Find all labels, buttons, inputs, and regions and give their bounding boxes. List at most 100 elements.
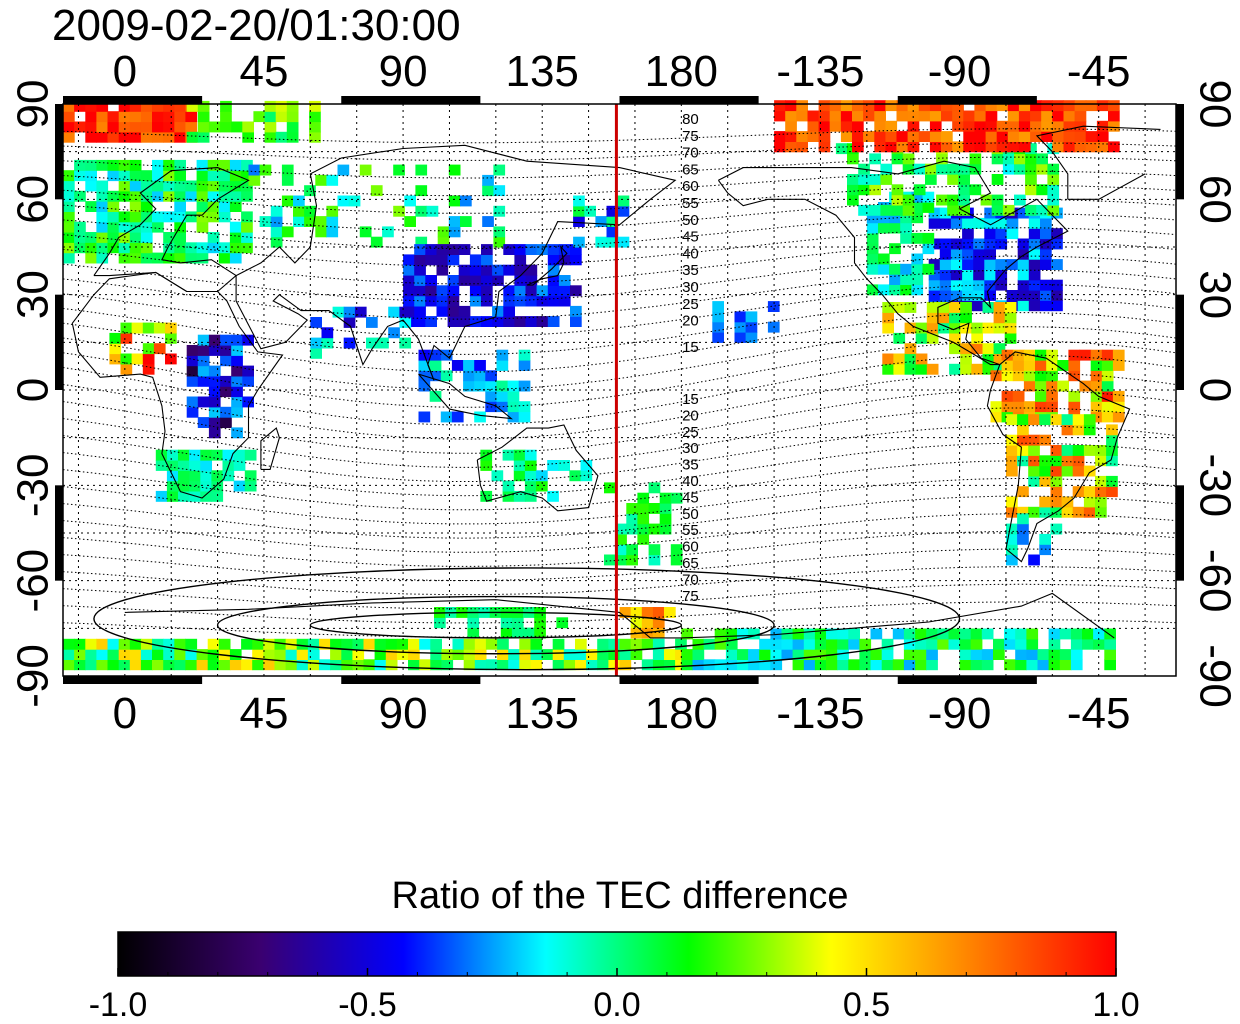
- right-lat-tick-label: 60: [1190, 175, 1239, 224]
- tec-cell: [174, 170, 186, 182]
- tec-cell: [163, 232, 175, 243]
- tec-cell: [1017, 513, 1029, 525]
- tec-cell: [926, 638, 938, 650]
- tec-cell: [1030, 100, 1042, 112]
- tec-cell: [274, 638, 287, 650]
- tec-cell: [352, 649, 365, 660]
- tec-cell: [774, 141, 786, 153]
- tec-cell: [907, 120, 920, 132]
- top-lon-tick-label: 180: [645, 47, 718, 96]
- tec-cell: [1047, 184, 1060, 196]
- tec-cell: [186, 396, 199, 408]
- tec-cell: [1040, 300, 1052, 312]
- tec-cell: [575, 649, 587, 660]
- tec-cell: [659, 492, 672, 504]
- frame-bar: [63, 676, 203, 684]
- tec-cell: [648, 482, 661, 494]
- tec-cell: [524, 490, 537, 502]
- tec-cell: [152, 190, 164, 202]
- tec-cell: [547, 264, 560, 276]
- tec-cell: [496, 401, 509, 413]
- tec-cell: [337, 195, 350, 207]
- tec-cell: [197, 121, 210, 133]
- tec-cell: [941, 131, 953, 142]
- tec-cell: [859, 649, 872, 660]
- tec-cell: [664, 649, 676, 660]
- tec-cell: [1041, 131, 1053, 142]
- tec-cell: [745, 321, 758, 333]
- tec-cell: [85, 121, 97, 133]
- tec-cell: [241, 221, 253, 233]
- tec-cell: [196, 170, 209, 182]
- left-lat-tick-label: 60: [9, 175, 58, 224]
- tec-cell: [253, 111, 266, 123]
- tec-cell: [859, 659, 872, 671]
- tec-cell: [231, 386, 243, 398]
- tec-cell: [880, 163, 893, 175]
- tec-cell: [152, 170, 164, 182]
- tec-cell: [1095, 506, 1107, 518]
- tec-cell: [818, 100, 831, 112]
- tec-region-0: [63, 159, 253, 264]
- left-lat-tick-label: 0: [9, 378, 58, 402]
- mag-lat-label: 60: [682, 539, 699, 556]
- tec-cell: [74, 159, 86, 171]
- frame-bar: [1176, 485, 1184, 581]
- tec-cell: [1028, 445, 1040, 456]
- tec-cell: [507, 380, 520, 392]
- tec-cell: [425, 295, 437, 307]
- tec-cell: [1063, 100, 1076, 112]
- tec-cell: [163, 252, 175, 264]
- tec-cell: [321, 327, 334, 339]
- tec-cell: [155, 449, 168, 461]
- tec-cell: [570, 254, 582, 266]
- tec-cell: [1068, 360, 1081, 371]
- mag-contour: [62, 566, 1177, 596]
- tec-cell: [1108, 120, 1120, 132]
- tec-cell: [896, 100, 909, 112]
- tec-cell: [547, 275, 560, 286]
- tec-cell: [63, 170, 75, 182]
- tec-cell: [926, 312, 939, 324]
- mag-lat-label: 25: [682, 296, 699, 313]
- tec-cell: [615, 523, 627, 535]
- tec-cell: [275, 100, 288, 112]
- tec-cell: [725, 628, 738, 640]
- tec-cell: [1007, 110, 1020, 122]
- tec-cell: [985, 131, 998, 142]
- tec-cell: [973, 269, 985, 281]
- colorbar-title: Ratio of the TEC difference: [391, 875, 849, 917]
- tec-cell: [519, 638, 531, 650]
- tec-cell: [584, 205, 596, 217]
- tec-cell: [259, 216, 272, 227]
- mag-lat-label: 60: [682, 178, 699, 195]
- tec-region-21: [681, 628, 1116, 671]
- frame-bar: [55, 485, 63, 581]
- tec-cell: [96, 180, 109, 192]
- tec-cell: [163, 131, 175, 143]
- tec-cell: [1035, 360, 1047, 371]
- tec-cell: [792, 638, 805, 650]
- tec-cell: [960, 302, 972, 313]
- tec-cell: [796, 131, 808, 142]
- tec-cell: [248, 164, 261, 176]
- tec-cell: [503, 285, 515, 297]
- tec-cell: [480, 460, 493, 471]
- tec-cell: [1047, 163, 1060, 175]
- tec-cell: [941, 110, 953, 122]
- tec-cell: [107, 121, 120, 133]
- tec-cell: [995, 228, 1008, 240]
- tec-cell: [874, 141, 886, 153]
- tec-cell: [321, 337, 334, 349]
- tec-cell: [63, 121, 75, 133]
- tec-cell: [197, 355, 210, 367]
- tec-cell: [796, 110, 808, 122]
- tec-cell: [929, 141, 942, 153]
- tec-cell: [63, 659, 75, 671]
- mag-contour: [62, 407, 1177, 468]
- tec-cell: [570, 316, 582, 327]
- tec-cell: [107, 190, 120, 202]
- tec-cell: [1028, 228, 1041, 240]
- tec-cell: [848, 638, 860, 650]
- mag-lat-label: 40: [682, 245, 699, 262]
